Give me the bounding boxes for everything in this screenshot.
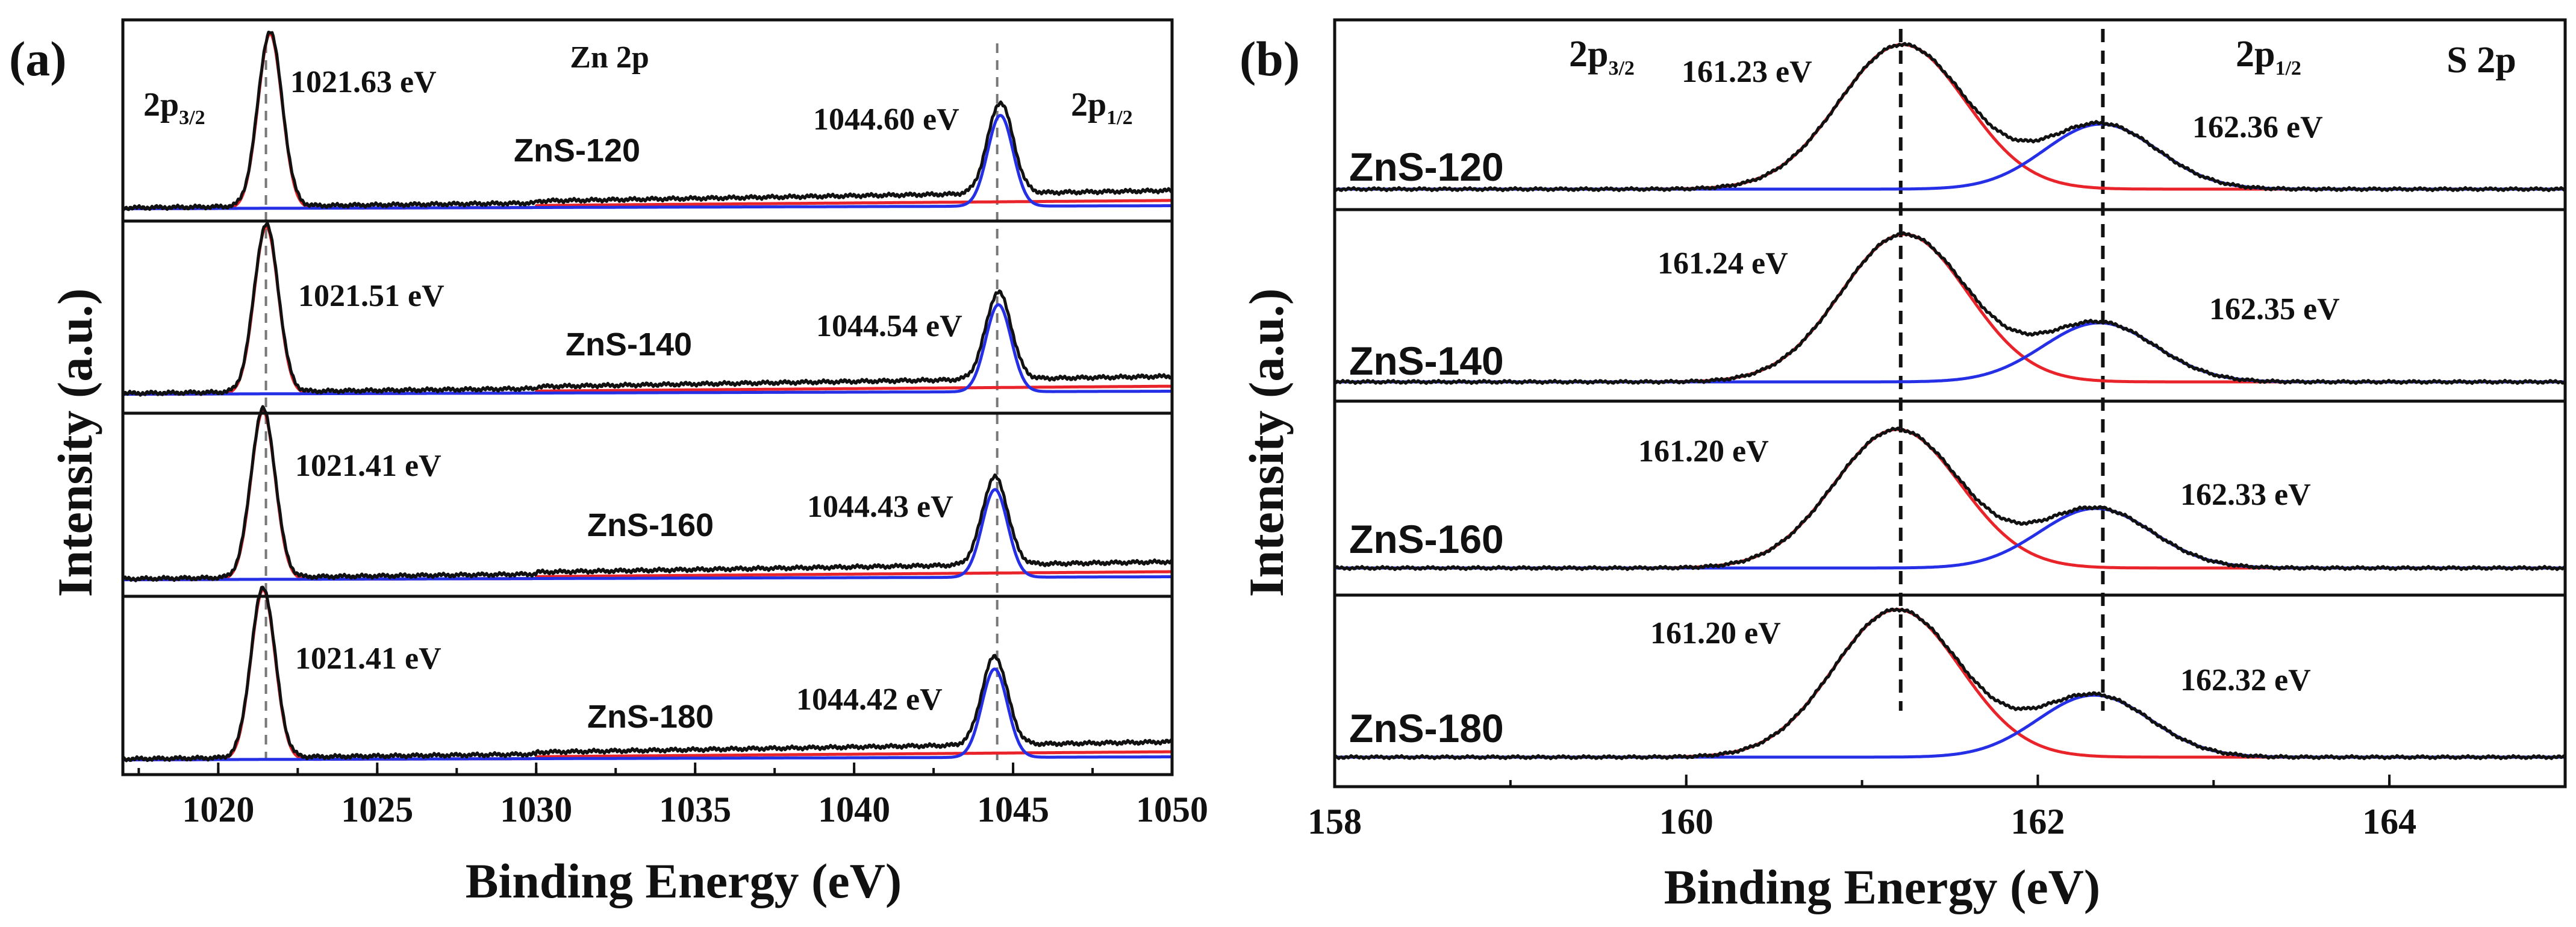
panel-b-series-3-envelope-curve bbox=[1333, 426, 2567, 571]
panel-b-peak-label-2a: 161.24 eV bbox=[1658, 246, 1788, 281]
panel-b-series-2-component-2-curve bbox=[1333, 321, 2567, 384]
panel-a-x-tick-label-6: 1045 bbox=[977, 790, 1049, 829]
panel-a-series-4-component-1-curve bbox=[121, 588, 1174, 761]
panel-b-series-4-envelope-curve bbox=[1333, 607, 2567, 760]
panel-a-peak-label-2b: 1044.54 eV bbox=[816, 309, 962, 343]
panel-a-series-2-component-2-curve bbox=[121, 303, 1174, 396]
panel-a-peak-label-4b: 1044.42 eV bbox=[796, 682, 943, 717]
panel-b-label: (b) bbox=[1240, 31, 1300, 86]
panel-a-spectra bbox=[121, 30, 1174, 763]
panel-b-series-3-component-1-curve bbox=[1333, 428, 2567, 570]
panel-b-peak-label-4b: 162.32 eV bbox=[2180, 663, 2311, 698]
panel-b-series-3-component-2-curve bbox=[1333, 507, 2567, 570]
panel-a-x-tick-label-5: 1040 bbox=[818, 790, 890, 829]
panel-b-peak-label-3b: 162.33 eV bbox=[2180, 478, 2311, 512]
panel-a-x-tick-label-1: 1020 bbox=[182, 790, 254, 829]
panel-b-frame bbox=[1333, 18, 2567, 788]
panel-b-series-1-component-2-curve bbox=[1333, 122, 2567, 191]
panel-a-label: (a) bbox=[9, 31, 67, 86]
panel-a-series-4-envelope-curve bbox=[121, 585, 1174, 763]
panel-a-sample-label-3: ZnS-160 bbox=[587, 507, 714, 543]
panel-b-x-tick-label-2: 160 bbox=[1659, 802, 1714, 841]
panel-a-x-tick-label-7: 1050 bbox=[1136, 790, 1208, 829]
panel-b-peak-label-2b: 162.35 eV bbox=[2209, 292, 2340, 326]
panel-a-corner-label-right: 2p1/2 bbox=[1071, 86, 1133, 129]
panel-b-series-4-component-2-curve bbox=[1333, 693, 2567, 759]
panel-a-series-1-envelope-curve bbox=[121, 30, 1174, 211]
panel-b-x-tick-label-1: 158 bbox=[1308, 802, 1362, 841]
panel-a-frame bbox=[121, 18, 1174, 776]
panel-a-x-axis-title: Binding Energy (eV) bbox=[466, 854, 902, 908]
panel-b-sample-label-2: ZnS-140 bbox=[1349, 339, 1504, 383]
panel-b-plot-border bbox=[1333, 18, 2567, 788]
panel-b: (b) Intensity (a.u.) Binding Energy (eV)… bbox=[1239, 18, 2567, 914]
panel-a-peak-labels: 1021.63 eV 1044.60 eV 1021.51 eV 1044.54… bbox=[290, 65, 962, 717]
panel-a-sample-label-2: ZnS-140 bbox=[566, 326, 692, 363]
panel-a-series-4-component-2-curve bbox=[121, 667, 1174, 761]
panel-b-title: S 2p bbox=[2447, 40, 2516, 81]
panel-b-x-axis: 158 160 162 164 bbox=[1308, 775, 2566, 841]
panel-a-x-tick-label-2: 1025 bbox=[341, 790, 413, 829]
panel-a-series-3-envelope-curve bbox=[121, 405, 1174, 582]
panel-a-x-tick-label-4: 1035 bbox=[659, 790, 731, 829]
panel-a-plot-border bbox=[121, 18, 1174, 776]
panel-b-guides bbox=[1898, 29, 2105, 711]
panel-b-series-2-component-1-curve bbox=[1333, 233, 2567, 384]
panel-a-sample-label-1: ZnS-120 bbox=[514, 133, 640, 169]
panel-b-peak-label-4a: 161.20 eV bbox=[1650, 616, 1781, 651]
panel-a-series-2-envelope-curve bbox=[121, 222, 1174, 397]
panel-a-peak-label-3a: 1021.41 eV bbox=[295, 449, 441, 483]
panel-a-y-axis-title: Intensity (a.u.) bbox=[48, 289, 102, 598]
panel-a-series-1-component-1-curve bbox=[121, 32, 1174, 210]
panel-a-series-1-component-2-curve bbox=[121, 114, 1174, 210]
panel-a-x-axis: 1020 1025 1030 1035 1040 1045 1050 bbox=[137, 763, 1208, 829]
panel-a: (a) Intensity (a.u.) Binding Energy (eV)… bbox=[9, 18, 1208, 908]
panel-b-series-1-component-1-curve bbox=[1333, 43, 2567, 191]
panel-b-series-4-component-1-curve bbox=[1333, 608, 2567, 759]
panel-b-spectra bbox=[1333, 42, 2567, 760]
panel-a-series-3-component-2-curve bbox=[121, 488, 1174, 581]
panel-a-sample-label-4: ZnS-180 bbox=[587, 699, 714, 735]
panel-b-y-axis-title: Intensity (a.u.) bbox=[1239, 289, 1294, 598]
panel-b-series-1-envelope-curve bbox=[1333, 42, 2567, 192]
panel-b-peak-label-1b: 162.36 eV bbox=[2192, 110, 2323, 145]
panel-a-sample-labels: ZnS-120 ZnS-140 ZnS-160 ZnS-180 bbox=[514, 133, 714, 735]
panel-b-series-2-envelope-curve bbox=[1333, 231, 2567, 385]
panel-b-sample-labels: ZnS-120 ZnS-140 ZnS-160 ZnS-180 bbox=[1349, 145, 1504, 751]
panel-b-sample-label-3: ZnS-160 bbox=[1349, 517, 1504, 561]
panel-a-title: Zn 2p bbox=[570, 40, 649, 75]
panel-a-peak-label-3b: 1044.43 eV bbox=[807, 490, 953, 524]
panel-b-peak-labels: 161.23 eV 162.36 eV 161.24 eV 162.35 eV … bbox=[1638, 55, 2340, 698]
panel-a-x-tick-label-3: 1030 bbox=[500, 790, 572, 829]
panel-b-corner-label-left: 2p3/2 bbox=[1569, 34, 1635, 80]
panel-a-peak-label-1a: 1021.63 eV bbox=[290, 65, 437, 99]
panel-b-peak-label-3a: 161.20 eV bbox=[1638, 434, 1769, 469]
panel-a-peak-label-4a: 1021.41 eV bbox=[295, 641, 441, 676]
panel-b-sample-label-4: ZnS-180 bbox=[1349, 706, 1504, 751]
panel-b-x-tick-label-3: 162 bbox=[2010, 802, 2065, 841]
panel-a-guides bbox=[264, 43, 999, 760]
panel-b-x-tick-label-4: 164 bbox=[2362, 802, 2416, 841]
panel-b-sample-label-1: ZnS-120 bbox=[1349, 145, 1504, 189]
panel-b-x-axis-title: Binding Energy (eV) bbox=[1664, 860, 2100, 914]
panel-a-peak-label-1b: 1044.60 eV bbox=[813, 102, 959, 137]
panel-b-peak-label-1a: 161.23 eV bbox=[1682, 55, 1812, 89]
panel-b-corner-label-right: 2p1/2 bbox=[2236, 34, 2301, 80]
panel-a-peak-label-2a: 1021.51 eV bbox=[298, 279, 444, 313]
panel-a-corner-label-left: 2p3/2 bbox=[143, 86, 205, 129]
